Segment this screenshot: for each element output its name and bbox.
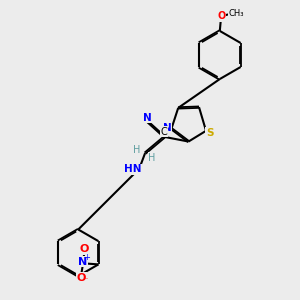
- Text: O: O: [80, 244, 89, 254]
- Text: N: N: [163, 123, 172, 133]
- Text: S: S: [206, 128, 213, 138]
- Text: H: H: [148, 153, 156, 163]
- Text: ⁻: ⁻: [84, 275, 88, 284]
- Text: O: O: [77, 273, 86, 283]
- Text: N: N: [143, 112, 152, 122]
- Text: H: H: [133, 145, 140, 155]
- Text: +: +: [83, 253, 90, 262]
- Text: O: O: [217, 11, 226, 21]
- Text: HN: HN: [124, 164, 141, 175]
- Text: N: N: [78, 257, 88, 267]
- Text: C: C: [160, 127, 167, 137]
- Text: CH₃: CH₃: [228, 9, 244, 18]
